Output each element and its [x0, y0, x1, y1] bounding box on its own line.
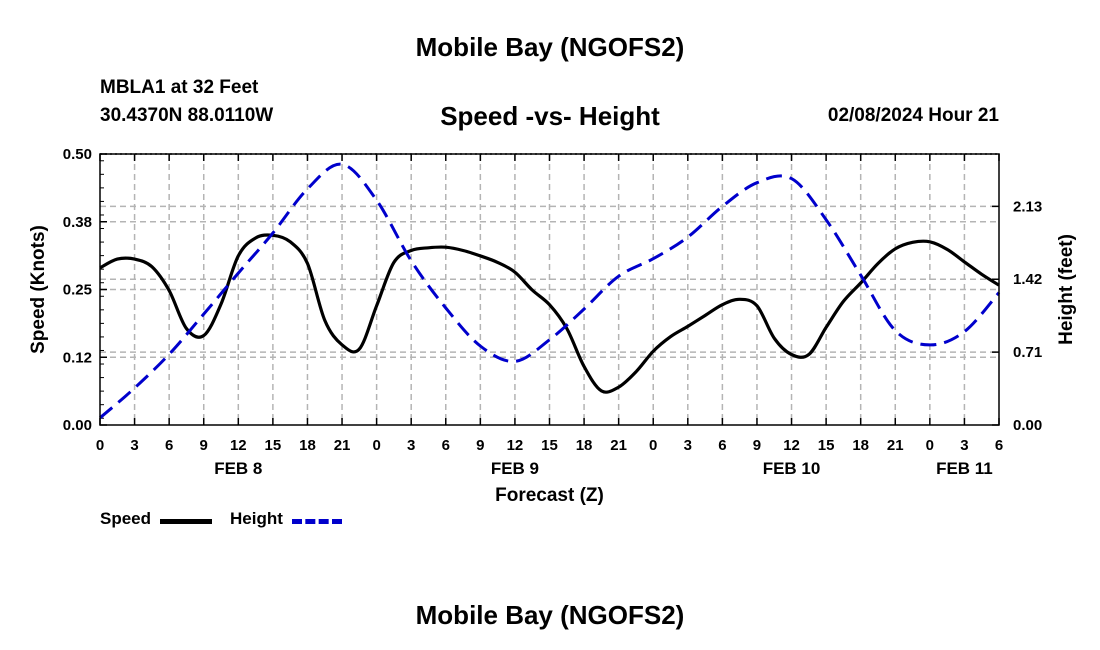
chart-grid: [100, 154, 999, 425]
chart-series: [99, 162, 1001, 419]
x-tick-label: 21: [610, 437, 627, 454]
forecast-datetime: 02/08/2024 Hour 21: [827, 105, 999, 126]
x-tick-label: 21: [887, 437, 904, 454]
chart-labels: 0 3 6 9 12 15 18 21 0 3 6 9 12 15 18 21 0 3 6 9 12 15 18 21 0 3 60…: [28, 146, 1077, 506]
x-tick-label: 18: [576, 437, 593, 454]
x-tick-label: 12: [507, 437, 524, 454]
date-label: FEB 9: [491, 459, 539, 478]
legend-item-speed: Speed: [100, 509, 220, 529]
x-tick-label: 9: [200, 437, 208, 454]
y-tick-label: 0.38: [63, 214, 92, 231]
x-tick-label: 9: [753, 437, 761, 454]
series-line-height: [99, 162, 1001, 419]
station-coordinates: 30.4370N 88.0110W: [100, 105, 274, 126]
legend-item-height: Height: [230, 509, 350, 529]
chart-subtitle: Speed -vs- Height: [440, 101, 660, 131]
x-tick-label: 6: [442, 437, 450, 454]
legend-label-height: Height: [230, 509, 283, 528]
y2-tick-label: 0.71: [1013, 344, 1042, 361]
date-label: FEB 8: [214, 459, 262, 478]
x-tick-label: 15: [818, 437, 835, 454]
x-tick-label: 0: [96, 437, 104, 454]
x-tick-label: 3: [407, 437, 415, 454]
x-tick-label: 12: [783, 437, 800, 454]
series-line-speed: [99, 233, 1000, 394]
station-label: MBLA1 at 32 Feet: [100, 77, 259, 98]
x-tick-label: 0: [926, 437, 934, 454]
x-tick-label: 6: [165, 437, 173, 454]
y-tick-label: 0.25: [63, 282, 92, 299]
y2-tick-label: 1.42: [1013, 271, 1042, 288]
x-tick-label: 0: [649, 437, 657, 454]
x-tick-label: 6: [995, 437, 1003, 454]
x-tick-label: 15: [541, 437, 558, 454]
y2-tick-label: 2.13: [1013, 198, 1042, 215]
date-label: FEB 11: [936, 459, 993, 478]
y-tick-label: 0.00: [63, 417, 92, 434]
x-tick-label: 15: [265, 437, 282, 454]
x-tick-label: 9: [476, 437, 484, 454]
footer-title: Mobile Bay (NGOFS2): [415, 600, 685, 630]
x-tick-label: 3: [960, 437, 968, 454]
y2-axis-title: Height (feet): [1056, 234, 1077, 345]
x-tick-label: 3: [684, 437, 692, 454]
legend-swatch-height: [292, 519, 342, 524]
y-axis-title: Speed (Knots): [28, 225, 49, 354]
plot-frame: [99, 153, 1000, 426]
chart-title: Mobile Bay (NGOFS2): [415, 32, 685, 62]
x-axis-title: Forecast (Z): [495, 485, 604, 506]
y-tick-label: 0.12: [63, 349, 92, 366]
x-tick-label: 6: [718, 437, 726, 454]
x-tick-label: 12: [230, 437, 247, 454]
x-tick-label: 0: [372, 437, 380, 454]
y2-tick-label: 0.00: [1013, 417, 1042, 434]
x-tick-label: 3: [130, 437, 138, 454]
date-label: FEB 10: [763, 459, 821, 478]
legend-label-speed: Speed: [100, 509, 152, 528]
x-tick-label: 21: [334, 437, 351, 454]
x-tick-label: 18: [299, 437, 316, 454]
x-tick-label: 18: [852, 437, 869, 454]
y-tick-label: 0.50: [63, 146, 92, 163]
legend-swatch-speed: [160, 519, 212, 524]
